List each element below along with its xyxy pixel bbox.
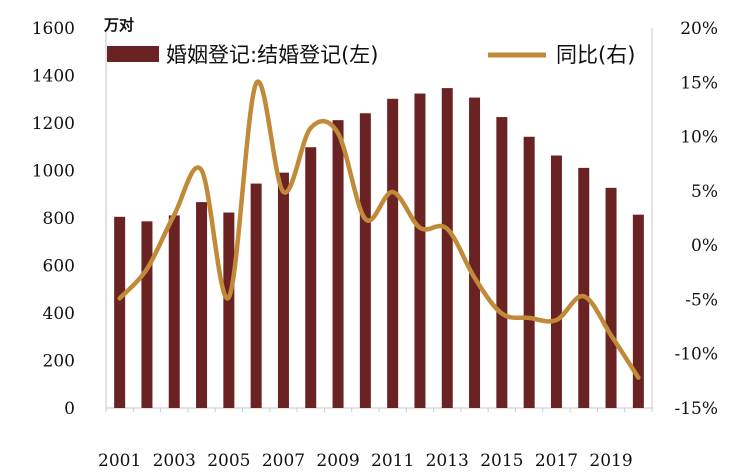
bar-2010: [359, 113, 371, 408]
left-tick-label: 600: [43, 257, 75, 277]
right-tick-label: 15%: [680, 73, 718, 93]
bar-2013: [441, 88, 453, 408]
bar-2015: [496, 117, 508, 408]
bar-2007: [277, 172, 289, 408]
x-tick-label: 2017: [535, 451, 578, 471]
bar-2003: [168, 215, 180, 408]
right-axis-ticks: -15% -10% -5% 0% 5% 10% 15% 20%: [674, 19, 718, 419]
bar-2020: [632, 214, 644, 408]
x-tick-label: 2001: [98, 451, 141, 471]
bar-2001: [114, 216, 126, 408]
left-tick-label: 200: [43, 352, 75, 372]
axes: [105, 28, 653, 412]
yoy-growth-line: [117, 79, 641, 380]
right-tick-label: -5%: [685, 290, 718, 310]
x-tick-label: 2019: [589, 451, 632, 471]
x-axis-ticks: 2001 2003 2005 2007 2009 2011 2013 2015 2017 2019: [98, 451, 633, 471]
bar-2005: [223, 212, 235, 408]
unit-label: 万对: [103, 16, 134, 34]
bar-2002: [141, 221, 153, 408]
bar-2012: [414, 93, 426, 409]
bar-2008: [305, 147, 317, 408]
left-tick-label: 1400: [32, 67, 75, 87]
left-tick-label: 1200: [32, 114, 75, 134]
left-tick-label: 0: [64, 399, 75, 419]
legend-line-label: 同比(右): [556, 43, 635, 67]
legend-bar-label: 婚姻登记:结婚登记(左): [166, 43, 378, 67]
right-tick-label: -10%: [674, 345, 718, 365]
bar-2018: [578, 167, 590, 408]
legend-bar-swatch: [107, 46, 159, 62]
left-tick-label: 1600: [32, 19, 75, 39]
x-tick-label: 2015: [480, 451, 523, 471]
left-tick-label: 800: [43, 209, 75, 229]
right-tick-label: -15%: [674, 399, 718, 419]
x-tick-label: 2011: [371, 451, 414, 471]
line-series-layer: [117, 79, 641, 380]
bar-2019: [605, 187, 617, 408]
bar-2016: [523, 136, 535, 408]
x-tick-label: 2009: [316, 451, 359, 471]
bar-2009: [332, 120, 344, 409]
x-tick-label: 2013: [426, 451, 469, 471]
left-tick-label: 400: [43, 304, 75, 324]
left-axis-ticks: 0 200 400 600 800 1000 1200 1400 1600: [32, 19, 75, 419]
bar-2004: [196, 202, 208, 408]
x-tick-label: 2003: [153, 451, 196, 471]
bar-2017: [550, 155, 562, 408]
right-tick-label: 20%: [680, 19, 718, 39]
left-tick-label: 1000: [32, 162, 75, 182]
bar-2014: [469, 97, 481, 408]
right-tick-label: 0%: [691, 236, 718, 256]
bar-series: [114, 88, 644, 409]
bar-2006: [250, 183, 262, 408]
bar-2011: [387, 98, 399, 408]
legend: 婚姻登记:结婚登记(左) 同比(右): [107, 43, 635, 67]
right-tick-label: 10%: [680, 128, 718, 148]
right-tick-label: 5%: [691, 182, 718, 202]
x-tick-label: 2007: [262, 451, 305, 471]
x-tick-label: 2005: [207, 451, 250, 471]
